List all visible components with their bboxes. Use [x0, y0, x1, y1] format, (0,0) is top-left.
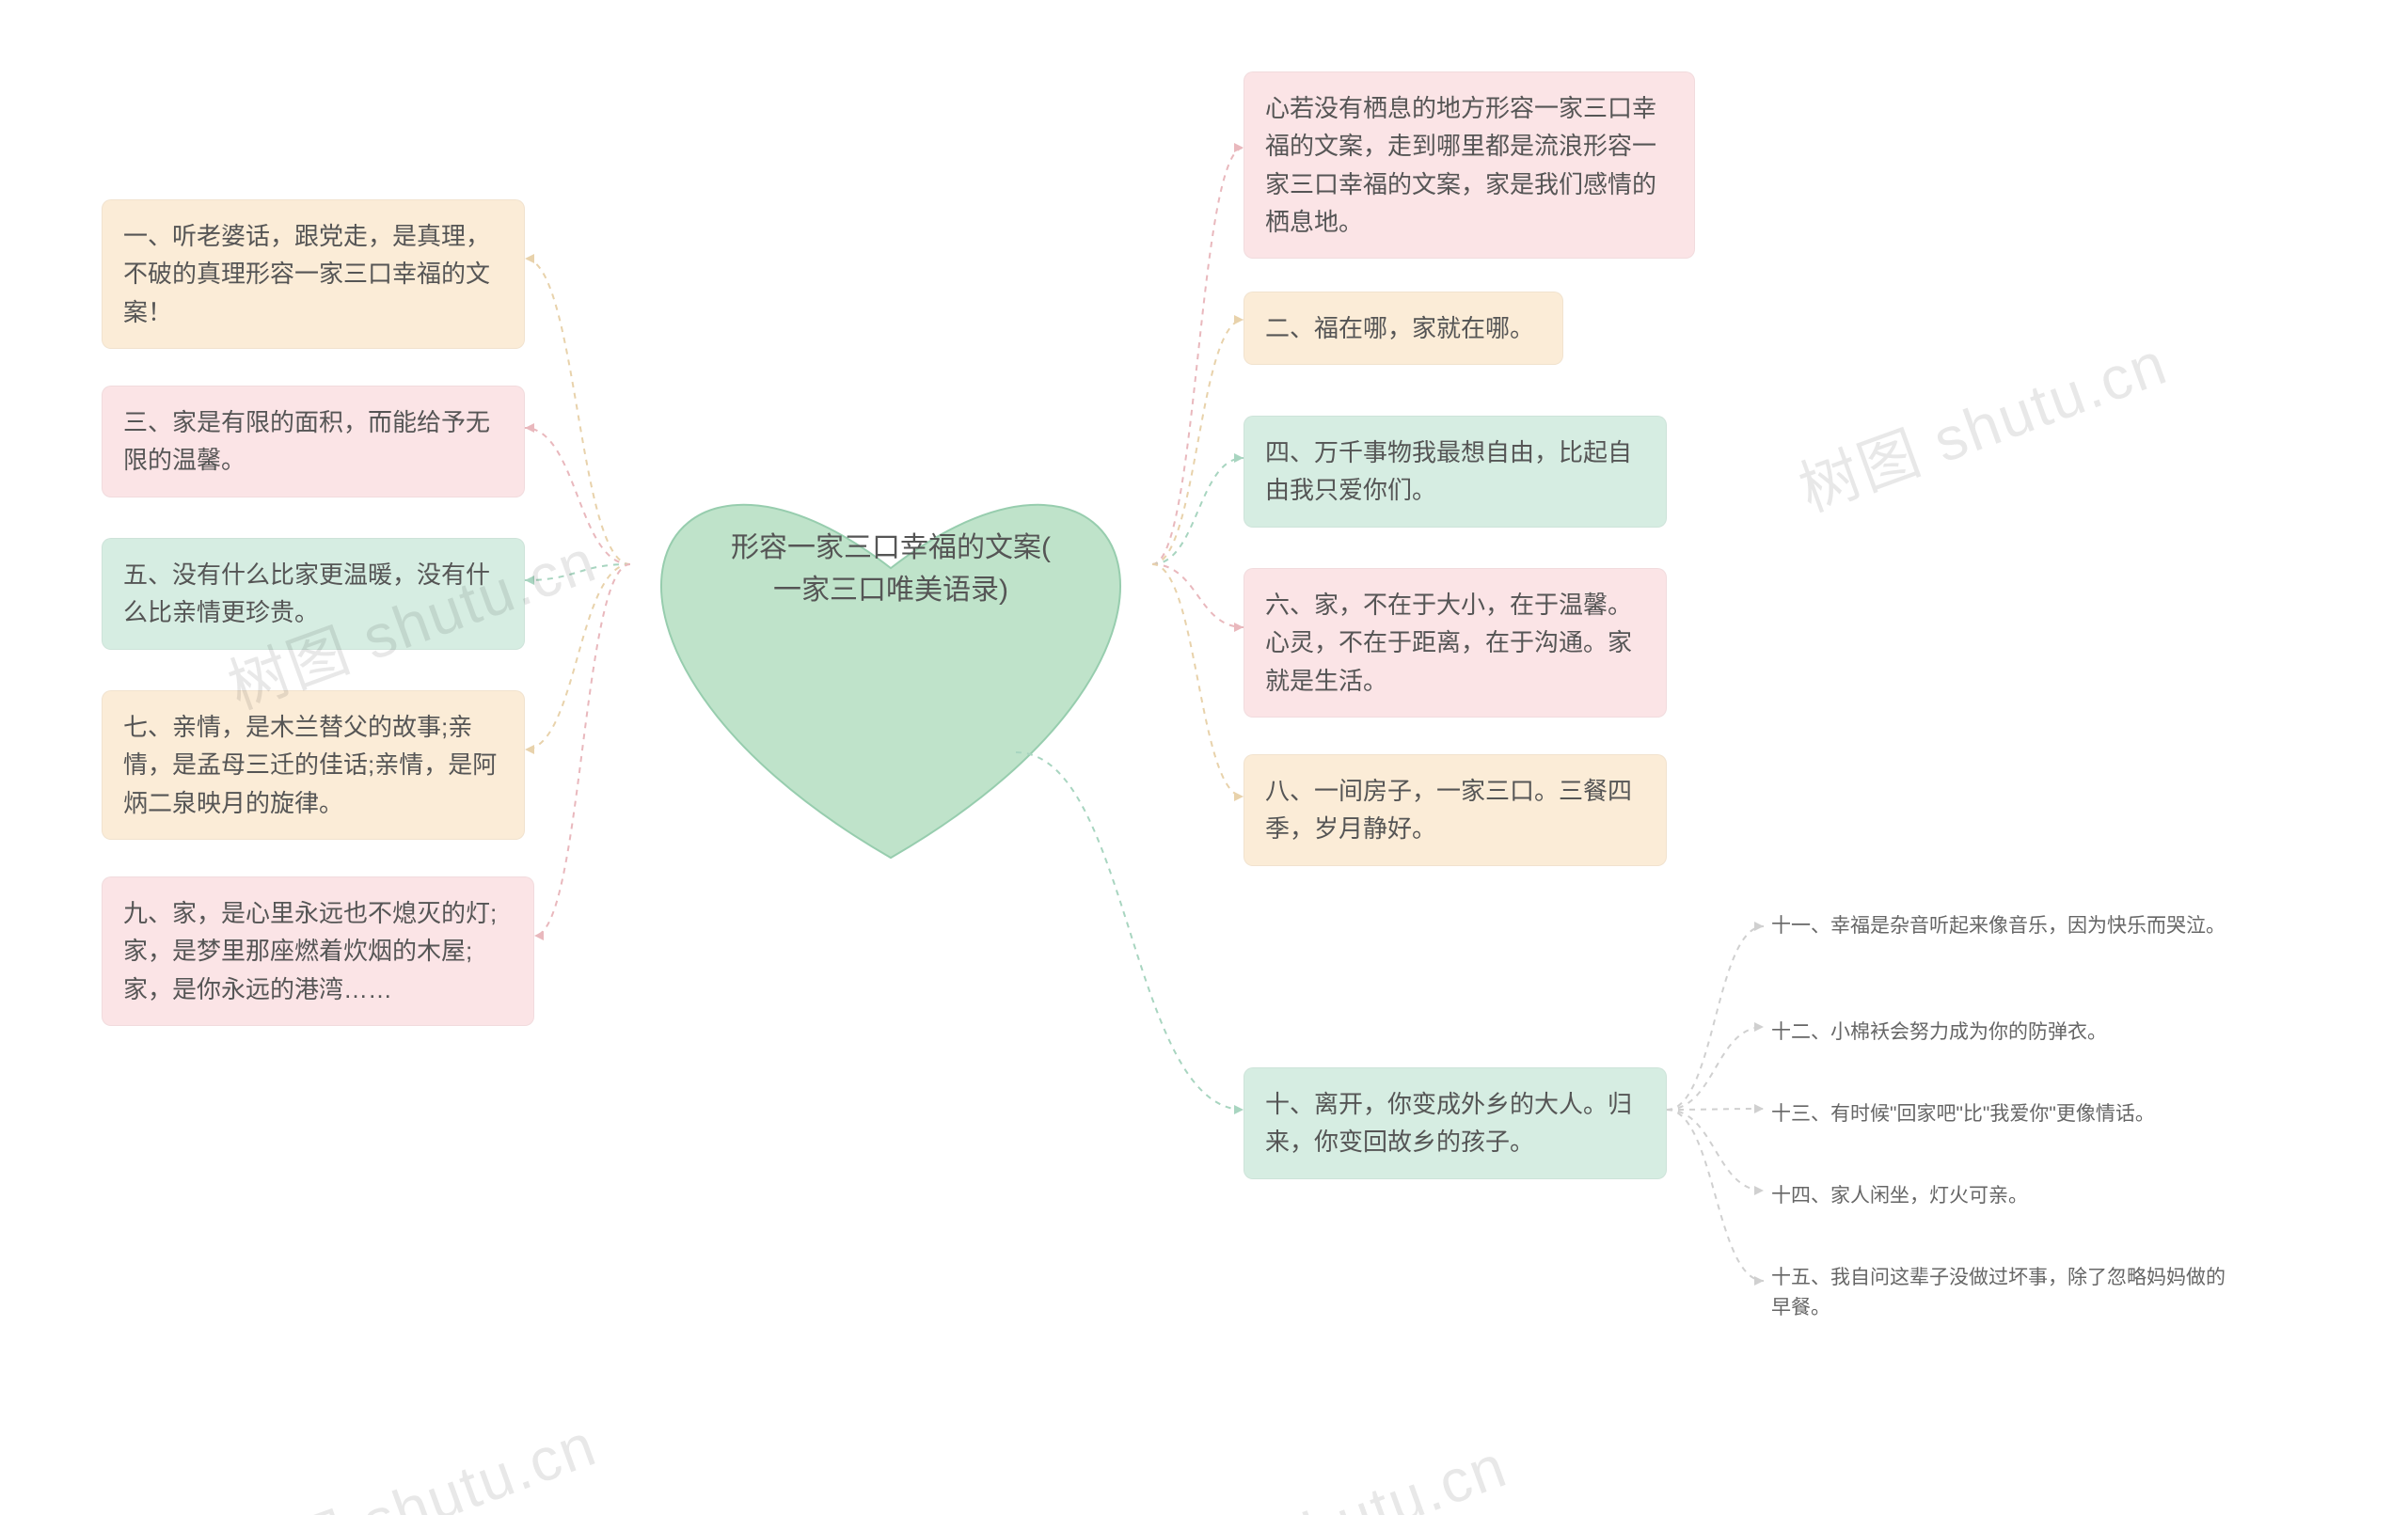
- left-node: 七、亲情，是木兰替父的故事;亲情，是孟母三迁的佳话;亲情，是阿炳二泉映月的旋律。: [102, 690, 525, 840]
- right-node: 六、家，不在于大小，在于温馨。心灵，不在于距离，在于沟通。家就是生活。: [1244, 568, 1667, 718]
- connector-arrow: [1754, 1022, 1764, 1032]
- center-topic-heart: 形容一家三口幸福的文案( 一家三口唯美语录): [609, 315, 1173, 823]
- connector: [1667, 1110, 1764, 1281]
- connector-arrow: [1754, 1186, 1764, 1195]
- connector-arrow: [1754, 922, 1764, 931]
- watermark: 树图 shutu.cn: [1786, 315, 2178, 529]
- right-node: 二、福在哪，家就在哪。: [1244, 292, 1563, 365]
- connector-arrow: [525, 745, 534, 754]
- watermark: 树图 shutu.cn: [215, 1397, 607, 1515]
- sub-node: 十三、有时候"回家吧"比"我爱你"更像情话。: [1764, 1096, 2234, 1133]
- right-node: 心若没有栖息的地方形容一家三口幸福的文案，走到哪里都是流浪形容一家三口幸福的文案…: [1244, 71, 1695, 259]
- sub-node: 十一、幸福是杂音听起来像音乐，因为快乐而哭泣。: [1764, 907, 2234, 945]
- connector-arrow: [534, 931, 544, 940]
- left-node: 三、家是有限的面积，而能给予无限的温馨。: [102, 386, 525, 497]
- connector-arrow: [1754, 1104, 1764, 1113]
- center-topic-label: 形容一家三口幸福的文案( 一家三口唯美语录): [609, 527, 1173, 611]
- connector-arrow: [525, 576, 534, 585]
- sub-node: 十四、家人闲坐，灯火可亲。: [1764, 1177, 2234, 1215]
- connector-arrow: [1234, 792, 1244, 801]
- connector-arrow: [525, 254, 534, 263]
- sub-node: 十二、小棉袄会努力成为你的防弹衣。: [1764, 1014, 2234, 1051]
- connector-arrow: [1234, 1105, 1244, 1114]
- left-node: 五、没有什么比家更温暖，没有什么比亲情更珍贵。: [102, 538, 525, 650]
- connector: [1667, 926, 1764, 1110]
- left-node: 一、听老婆话，跟党走，是真理，不破的真理形容一家三口幸福的文案！: [102, 199, 525, 349]
- right-node: 四、万千事物我最想自由，比起自由我只爱你们。: [1244, 416, 1667, 528]
- watermark: 图 shutu.cn: [1184, 1418, 1517, 1515]
- connector-arrow: [1234, 623, 1244, 632]
- center-line2: 一家三口唯美语录): [773, 575, 1008, 606]
- connector-arrow: [1754, 1276, 1764, 1286]
- left-node: 九、家，是心里永远也不熄灭的灯;家，是梦里那座燃着炊烟的木屋;家，是你永远的港湾…: [102, 876, 534, 1026]
- connector: [1667, 1109, 1764, 1110]
- connector-arrow: [1234, 315, 1244, 324]
- connector: [1667, 1110, 1764, 1191]
- connector-arrow: [1234, 143, 1244, 152]
- connector: [1667, 1027, 1764, 1110]
- right-node: 八、一间房子，一家三口。三餐四季，岁月静好。: [1244, 754, 1667, 866]
- sub-node: 十五、我自问这辈子没做过坏事，除了忽略妈妈做的早餐。: [1764, 1259, 2234, 1326]
- connector-arrow: [525, 423, 534, 433]
- connector-arrow: [1234, 453, 1244, 463]
- center-line1: 形容一家三口幸福的文案(: [731, 532, 1051, 563]
- right-node: 十、离开，你变成外乡的大人。归来，你变回故乡的孩子。: [1244, 1067, 1667, 1179]
